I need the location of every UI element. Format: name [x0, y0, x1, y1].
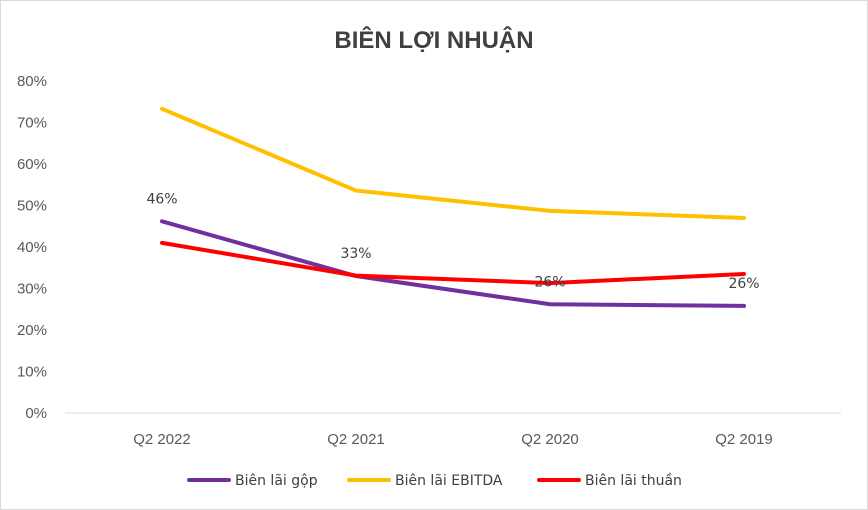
legend-label: Biên lãi thuần [585, 473, 682, 489]
y-tick-label: 40% [17, 239, 47, 256]
x-tick-label: Q2 2021 [327, 431, 385, 448]
legend-label: Biên lãi gộp [235, 473, 318, 489]
x-tick-label: Q2 2022 [133, 431, 191, 448]
y-tick-label: 10% [17, 364, 47, 381]
y-tick-label: 60% [17, 156, 47, 173]
y-tick-label: 80% [17, 73, 47, 90]
chart-title: BIÊN LỢI NHUẬN [334, 26, 533, 54]
series-line-2 [160, 106, 746, 220]
data-labels: 46% 33% 26% 26% [146, 191, 759, 292]
data-label: 46% [146, 191, 177, 207]
y-tick-label: 30% [17, 281, 47, 298]
legend: Biên lãi gộp Biên lãi EBITDA Biên lãi thuầ… [187, 473, 682, 489]
y-axis-ticks: 0% 10% 20% 30% 40% 50% 60% 70% 80% [17, 73, 47, 422]
series-lines [160, 106, 746, 308]
x-tick-label: Q2 2020 [521, 431, 579, 448]
series-line-3 [160, 240, 746, 286]
x-axis-ticks: Q2 2022 Q2 2021 Q2 2020 Q2 2019 [133, 431, 773, 448]
data-label: 26% [534, 274, 565, 290]
y-tick-label: 0% [25, 405, 47, 422]
data-label: 33% [340, 246, 371, 262]
y-tick-label: 20% [17, 322, 47, 339]
y-tick-label: 50% [17, 198, 47, 215]
y-tick-label: 70% [17, 115, 47, 132]
legend-label: Biên lãi EBITDA [395, 473, 503, 489]
series-line-1 [160, 219, 746, 308]
x-tick-label: Q2 2019 [715, 431, 773, 448]
data-label: 26% [728, 276, 759, 292]
